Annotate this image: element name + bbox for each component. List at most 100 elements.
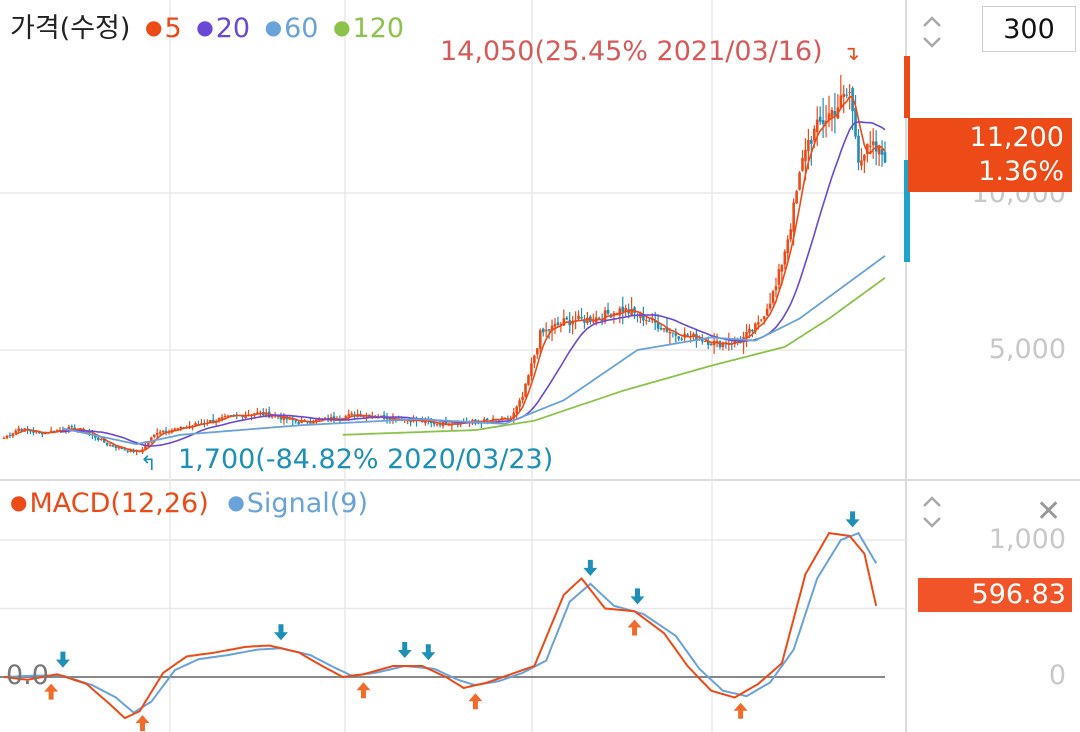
price-legend-title: 가격(수정) [10,13,131,44]
price-panel-sort-icon[interactable] [919,12,945,52]
candle-body [96,437,100,440]
candle-body [536,348,539,355]
candle-body [471,419,474,422]
period-input[interactable]: 300 [982,6,1076,52]
ma20-line [59,121,886,447]
candle-body [562,318,566,326]
candle-body [721,342,725,348]
candle-body [220,417,224,419]
candle-body [759,319,763,321]
close-icon[interactable]: ✕ [1036,494,1062,529]
candle-body [126,450,130,452]
candle-body [474,419,477,422]
macd-panel-sort-icon[interactable] [919,492,945,532]
candle-body [544,329,548,332]
ma20-legend-dot: ● [196,15,214,39]
price-legend: 가격(수정) ●5 ●20 ●60 ●120 [10,6,410,45]
candle-body [524,383,527,397]
candle-body [438,424,442,426]
candle-body [830,110,834,118]
candle-body [88,431,91,434]
candle-body [114,446,118,448]
candle-body [303,419,306,421]
candle-body [35,431,38,433]
candle-body [812,128,816,141]
candle-body [362,416,365,418]
candle-body [155,433,159,435]
candle-body [880,149,884,155]
candle-body [580,317,583,319]
candle-body [297,422,300,424]
current-price-change: 1.36% [978,156,1064,187]
candle-body [99,438,103,440]
candle-body [863,154,866,161]
candle-body [768,303,772,309]
candle-body [94,435,97,438]
candle-body [123,449,127,451]
candle-body [789,229,793,240]
candle-body [223,416,227,418]
candle-body [527,375,530,385]
candle-body [659,327,663,330]
candle-body [538,330,542,349]
candle-body [515,406,518,414]
candle-body [883,152,887,163]
candle-body [804,149,807,162]
candle-body [801,158,804,171]
candle-body [176,428,180,430]
candle-body [709,343,713,346]
ma120-legend-dot: ● [333,15,351,39]
golden-cross-arrow-icon [468,693,483,710]
macd-value-badge: 596.83 [918,578,1072,612]
candle-body [556,322,560,325]
candle-body [17,428,21,432]
candle-body [429,421,433,423]
candle-body [164,430,168,433]
candle-body [677,336,681,339]
candle-body [866,144,869,155]
candle-body [208,419,212,423]
candle-body [754,323,757,332]
candle-body [833,111,837,116]
candle-body [642,313,645,321]
candle-body [5,435,9,439]
candle-body [857,135,860,163]
ma60-legend-dot: ● [264,15,283,39]
candle-body [586,317,589,324]
candle-body [229,415,233,417]
candle-body [839,95,843,108]
candle-body [226,415,230,417]
candle-body [550,325,554,331]
candle-body [14,430,18,434]
candle-body [848,91,851,93]
candle-body [777,269,781,285]
candle-body [179,426,183,429]
candle-body [821,120,825,124]
candle-body [541,328,545,333]
candle-body [680,338,683,340]
dead-cross-arrow-icon [55,651,70,668]
candle-body [757,322,760,325]
candle-body [144,444,147,450]
candle-body [842,93,846,97]
candle-body [783,251,787,265]
candle-body [2,437,6,439]
candle-body [703,341,707,343]
signal-legend-dot: ● [227,490,245,514]
candle-body [748,328,751,333]
candle-body [630,308,633,315]
candle-body [276,416,280,418]
candle-body [52,430,56,433]
candle-body [350,413,353,416]
candle-body [762,316,766,320]
golden-cross-arrow-icon [733,702,748,719]
candle-body [624,307,628,312]
candle-body [621,306,625,312]
candle-body [388,418,392,421]
candle-body [432,421,436,425]
candle-body [706,340,710,345]
candle-body [409,420,412,423]
candle-body [860,160,863,166]
candle-body [597,317,601,319]
